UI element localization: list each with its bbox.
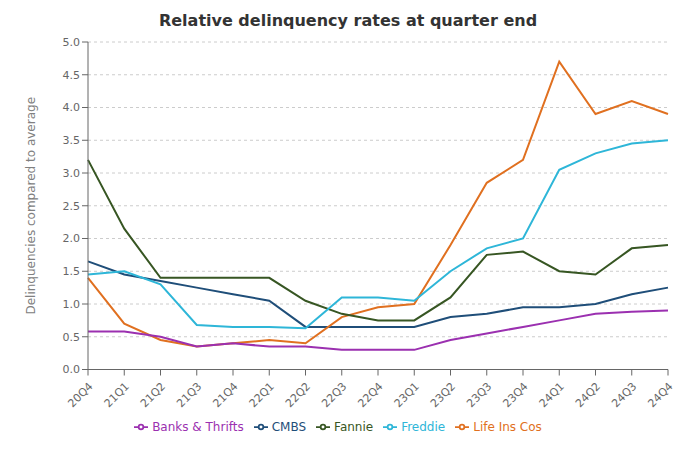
- svg-text:0.0: 0.0: [63, 363, 81, 376]
- svg-text:3.5: 3.5: [63, 134, 81, 147]
- svg-text:0.5: 0.5: [63, 331, 81, 344]
- svg-text:4.5: 4.5: [63, 69, 81, 82]
- svg-text:24Q4: 24Q4: [645, 380, 675, 410]
- html-text:Banks & Thrifts: Banks & Thrifts: [152, 419, 244, 434]
- svg-text:21Q3: 21Q3: [174, 380, 204, 410]
- svg-text:4.0: 4.0: [63, 101, 81, 114]
- html-text:Relative delinquency rates at: Relative delinquency rates at quarter en…: [158, 11, 538, 30]
- svg-text:Delinquencies compared to aver: Delinquencies compared to average: [24, 97, 38, 315]
- svg-text:2.5: 2.5: [63, 200, 81, 213]
- svg-text:1.5: 1.5: [63, 265, 81, 278]
- svg-text:22Q4: 22Q4: [355, 380, 385, 410]
- svg-text:21Q2: 21Q2: [138, 380, 168, 410]
- svg-text:20Q4: 20Q4: [65, 380, 95, 410]
- svg-text:5.0: 5.0: [63, 36, 81, 49]
- svg-text:3.0: 3.0: [63, 167, 81, 180]
- html-text:Fannie: Fannie: [334, 419, 374, 434]
- svg-text:24Q1: 24Q1: [537, 380, 567, 410]
- html-text:CMBS: CMBS: [271, 419, 307, 434]
- html-text:Freddie: Freddie: [401, 419, 446, 434]
- html-text:Life Ins Cos: Life Ins Cos: [473, 419, 542, 434]
- svg-text:24Q2: 24Q2: [573, 380, 603, 410]
- svg-text:22Q2: 22Q2: [283, 380, 313, 410]
- svg-text:1.0: 1.0: [63, 298, 81, 311]
- svg-text:22Q3: 22Q3: [319, 380, 349, 410]
- svg-text:23Q3: 23Q3: [464, 380, 494, 410]
- svg-text:22Q1: 22Q1: [247, 380, 277, 410]
- svg-text:2.0: 2.0: [63, 232, 81, 245]
- svg-text:23Q4: 23Q4: [500, 380, 530, 410]
- svg-text:23Q2: 23Q2: [428, 380, 458, 410]
- svg-text:24Q3: 24Q3: [609, 380, 639, 410]
- svg-text:21Q1: 21Q1: [102, 380, 132, 410]
- svg-text:23Q1: 23Q1: [392, 380, 422, 410]
- svg-text:21Q4: 21Q4: [210, 380, 240, 410]
